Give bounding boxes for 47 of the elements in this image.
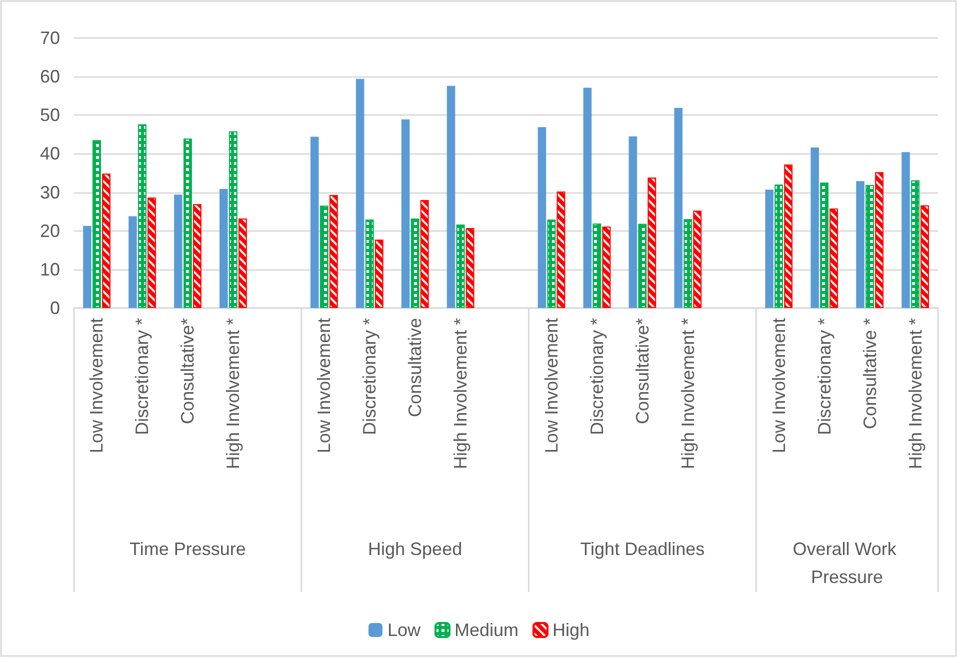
y-tick-label: 10 [40, 259, 60, 280]
y-tick-label: 60 [40, 66, 60, 87]
bar [674, 108, 683, 308]
x-tick-label: Consultative * [860, 318, 880, 430]
y-tick-label: 70 [40, 28, 60, 48]
x-tick-label: Consultative* [178, 318, 198, 424]
x-tick-label: Consultative* [632, 318, 652, 424]
y-tick-label: 30 [40, 182, 60, 202]
x-tick-label: High Involvement * [905, 318, 926, 470]
bar [220, 188, 228, 308]
bar [628, 136, 638, 308]
bar [856, 181, 864, 308]
bar [902, 152, 910, 308]
x-tick-label: Low Involvement [768, 318, 789, 454]
bar [356, 78, 364, 308]
bar [446, 86, 456, 308]
y-tick-label: 40 [40, 144, 60, 164]
x-tick-label: Consultative [405, 318, 426, 418]
x-tick-label: Discretionary * [814, 318, 834, 436]
x-tick-label: Low Involvement [314, 318, 334, 454]
x-tick-label: High Involvement * [223, 318, 244, 470]
x-tick-label: Low Involvement [541, 318, 562, 454]
bar [401, 119, 410, 308]
bar [83, 226, 92, 308]
bar [128, 216, 137, 308]
bar [765, 190, 774, 308]
x-tick-label: Low Involvement [86, 318, 107, 454]
y-tick-label: 50 [40, 105, 60, 126]
legend-label: High [552, 620, 590, 640]
bar [174, 194, 182, 308]
text: High Speed [368, 539, 462, 559]
x-tick-label: Discretionary * [132, 318, 152, 436]
legend-label: Medium [454, 620, 519, 640]
bar [810, 148, 819, 308]
x-tick-label: High Involvement * [450, 318, 471, 470]
bar [583, 88, 592, 308]
y-tick-label: 20 [40, 220, 60, 241]
text: Overall Work Pressure [792, 539, 902, 587]
y-tick-label: 0 [50, 298, 60, 318]
x-tick-label: Discretionary * [586, 318, 607, 436]
x-tick-label: High Involvement * [678, 318, 698, 470]
x-tick-label: Discretionary * [360, 318, 380, 436]
bar [310, 136, 319, 308]
text: Time Pressure [130, 539, 246, 559]
text: Tight Deadlines [580, 539, 705, 559]
legend-label: Low [387, 620, 422, 640]
bar [538, 127, 546, 308]
